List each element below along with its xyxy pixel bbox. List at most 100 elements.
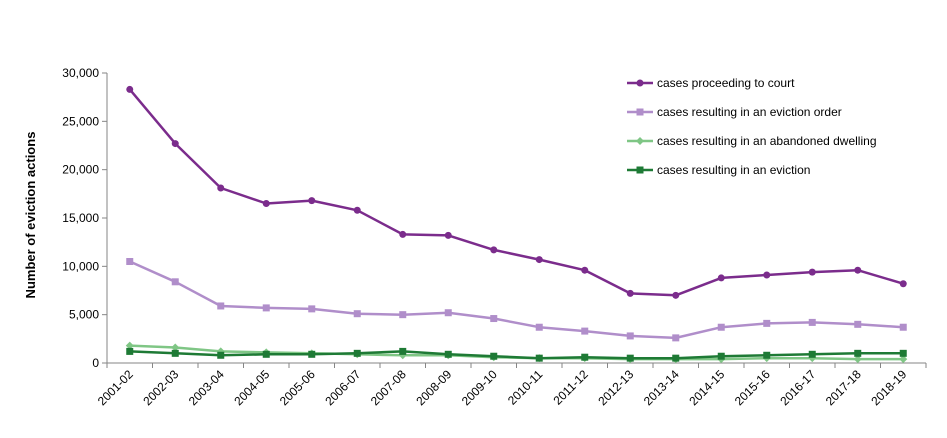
series-1 (126, 258, 907, 342)
x-tick-label: 2009-10 (459, 367, 500, 408)
data-point (808, 350, 816, 358)
x-tick-label: 2010-11 (505, 367, 546, 408)
data-point (171, 140, 179, 148)
series-2 (125, 341, 908, 364)
data-point (353, 310, 361, 318)
legend-item: cases resulting in an eviction order (627, 105, 842, 119)
data-point (581, 353, 589, 361)
x-tick-label: 2003-04 (186, 367, 227, 408)
data-point (899, 323, 907, 331)
x-tick-label: 2004-05 (231, 367, 272, 408)
data-point (626, 354, 634, 362)
data-point (444, 350, 452, 358)
x-tick-label: 2001-02 (95, 367, 136, 408)
data-point (899, 280, 907, 288)
x-tick-labels: 2001-02 2002-03 2003-04 2004-05 2005-06 2006-… (95, 367, 910, 408)
data-point (171, 349, 179, 357)
data-point (126, 258, 134, 265)
data-point (899, 355, 908, 364)
data-point (581, 266, 589, 274)
data-point (717, 274, 725, 282)
y-axis-title: Number of eviction actions (23, 132, 38, 299)
data-point (717, 352, 725, 360)
data-point (535, 323, 543, 331)
data-point (899, 349, 907, 357)
y-tick-label: 15,000 (62, 211, 99, 225)
legend-label: cases proceeding to court (657, 76, 795, 90)
data-point (535, 256, 543, 264)
data-point (399, 230, 407, 238)
data-point (262, 350, 270, 358)
data-point (490, 315, 498, 323)
data-point (626, 289, 634, 297)
data-point (399, 311, 407, 319)
data-point (217, 184, 225, 192)
y-tick-labels: 0 5,000 10,000 15,000 20,000 25,000 30,000 (62, 66, 99, 370)
data-point (353, 349, 361, 357)
data-point (308, 197, 316, 205)
data-point (125, 341, 134, 350)
x-tick-label: 2008-09 (413, 367, 454, 408)
series-layer (125, 85, 908, 364)
data-point (854, 266, 862, 274)
y-tick-label: 25,000 (62, 114, 99, 128)
data-point (854, 320, 862, 328)
data-point (763, 271, 771, 279)
data-point (217, 351, 225, 359)
x-tick-label: 2011-12 (550, 367, 591, 408)
x-tick-label: 2005-06 (277, 367, 318, 408)
data-point (854, 349, 862, 357)
legend-item: cases proceeding to court (627, 76, 795, 90)
data-point (535, 354, 543, 362)
x-tick-label: 2015-16 (732, 367, 773, 408)
legend-label: cases resulting in an abandoned dwelling (657, 134, 877, 148)
data-point (444, 309, 452, 317)
data-point (763, 351, 771, 359)
data-point (171, 278, 179, 286)
y-tick-label: 0 (92, 356, 99, 370)
data-point (808, 318, 816, 326)
x-tick-label: 2017-18 (823, 367, 864, 408)
legend-label: cases resulting in an eviction (657, 163, 810, 177)
x-tick-label: 2016-17 (777, 367, 818, 408)
legend-marker (636, 108, 644, 116)
data-point (399, 347, 407, 355)
series-line (129, 350, 904, 360)
axes (102, 72, 927, 368)
series-line (129, 260, 904, 340)
data-point (353, 206, 361, 214)
legend: cases proceeding to court cases resulting… (627, 76, 877, 177)
data-point (490, 246, 498, 254)
data-point (581, 327, 589, 335)
legend-item: cases resulting in an eviction (627, 163, 810, 177)
y-tick-label: 10,000 (62, 259, 99, 273)
x-tick-label: 2012-13 (595, 367, 636, 408)
data-point (672, 354, 680, 362)
series-0 (126, 85, 907, 299)
data-point (717, 323, 725, 331)
data-point (171, 343, 180, 352)
data-point (672, 334, 680, 342)
x-tick-label: 2013-14 (641, 367, 682, 408)
series-3 (126, 347, 907, 362)
legend-marker (636, 79, 644, 87)
x-tick-label: 2002-03 (140, 367, 181, 408)
data-point (672, 291, 680, 299)
data-point (308, 305, 316, 313)
data-point (808, 268, 816, 276)
data-point (126, 347, 134, 355)
data-point (763, 319, 771, 327)
x-tick-label: 2006-07 (322, 367, 363, 408)
y-tick-label: 20,000 (62, 163, 99, 177)
data-point (126, 85, 134, 93)
y-tick-label: 5,000 (69, 308, 99, 322)
series-line (128, 88, 904, 297)
legend-marker (636, 166, 644, 174)
x-tick-label: 2018-19 (868, 367, 909, 408)
legend-label: cases resulting in an eviction order (657, 105, 842, 119)
data-point (626, 332, 634, 340)
legend-item: cases resulting in an abandoned dwelling (627, 134, 877, 148)
data-point (853, 355, 862, 364)
data-point (490, 352, 498, 360)
